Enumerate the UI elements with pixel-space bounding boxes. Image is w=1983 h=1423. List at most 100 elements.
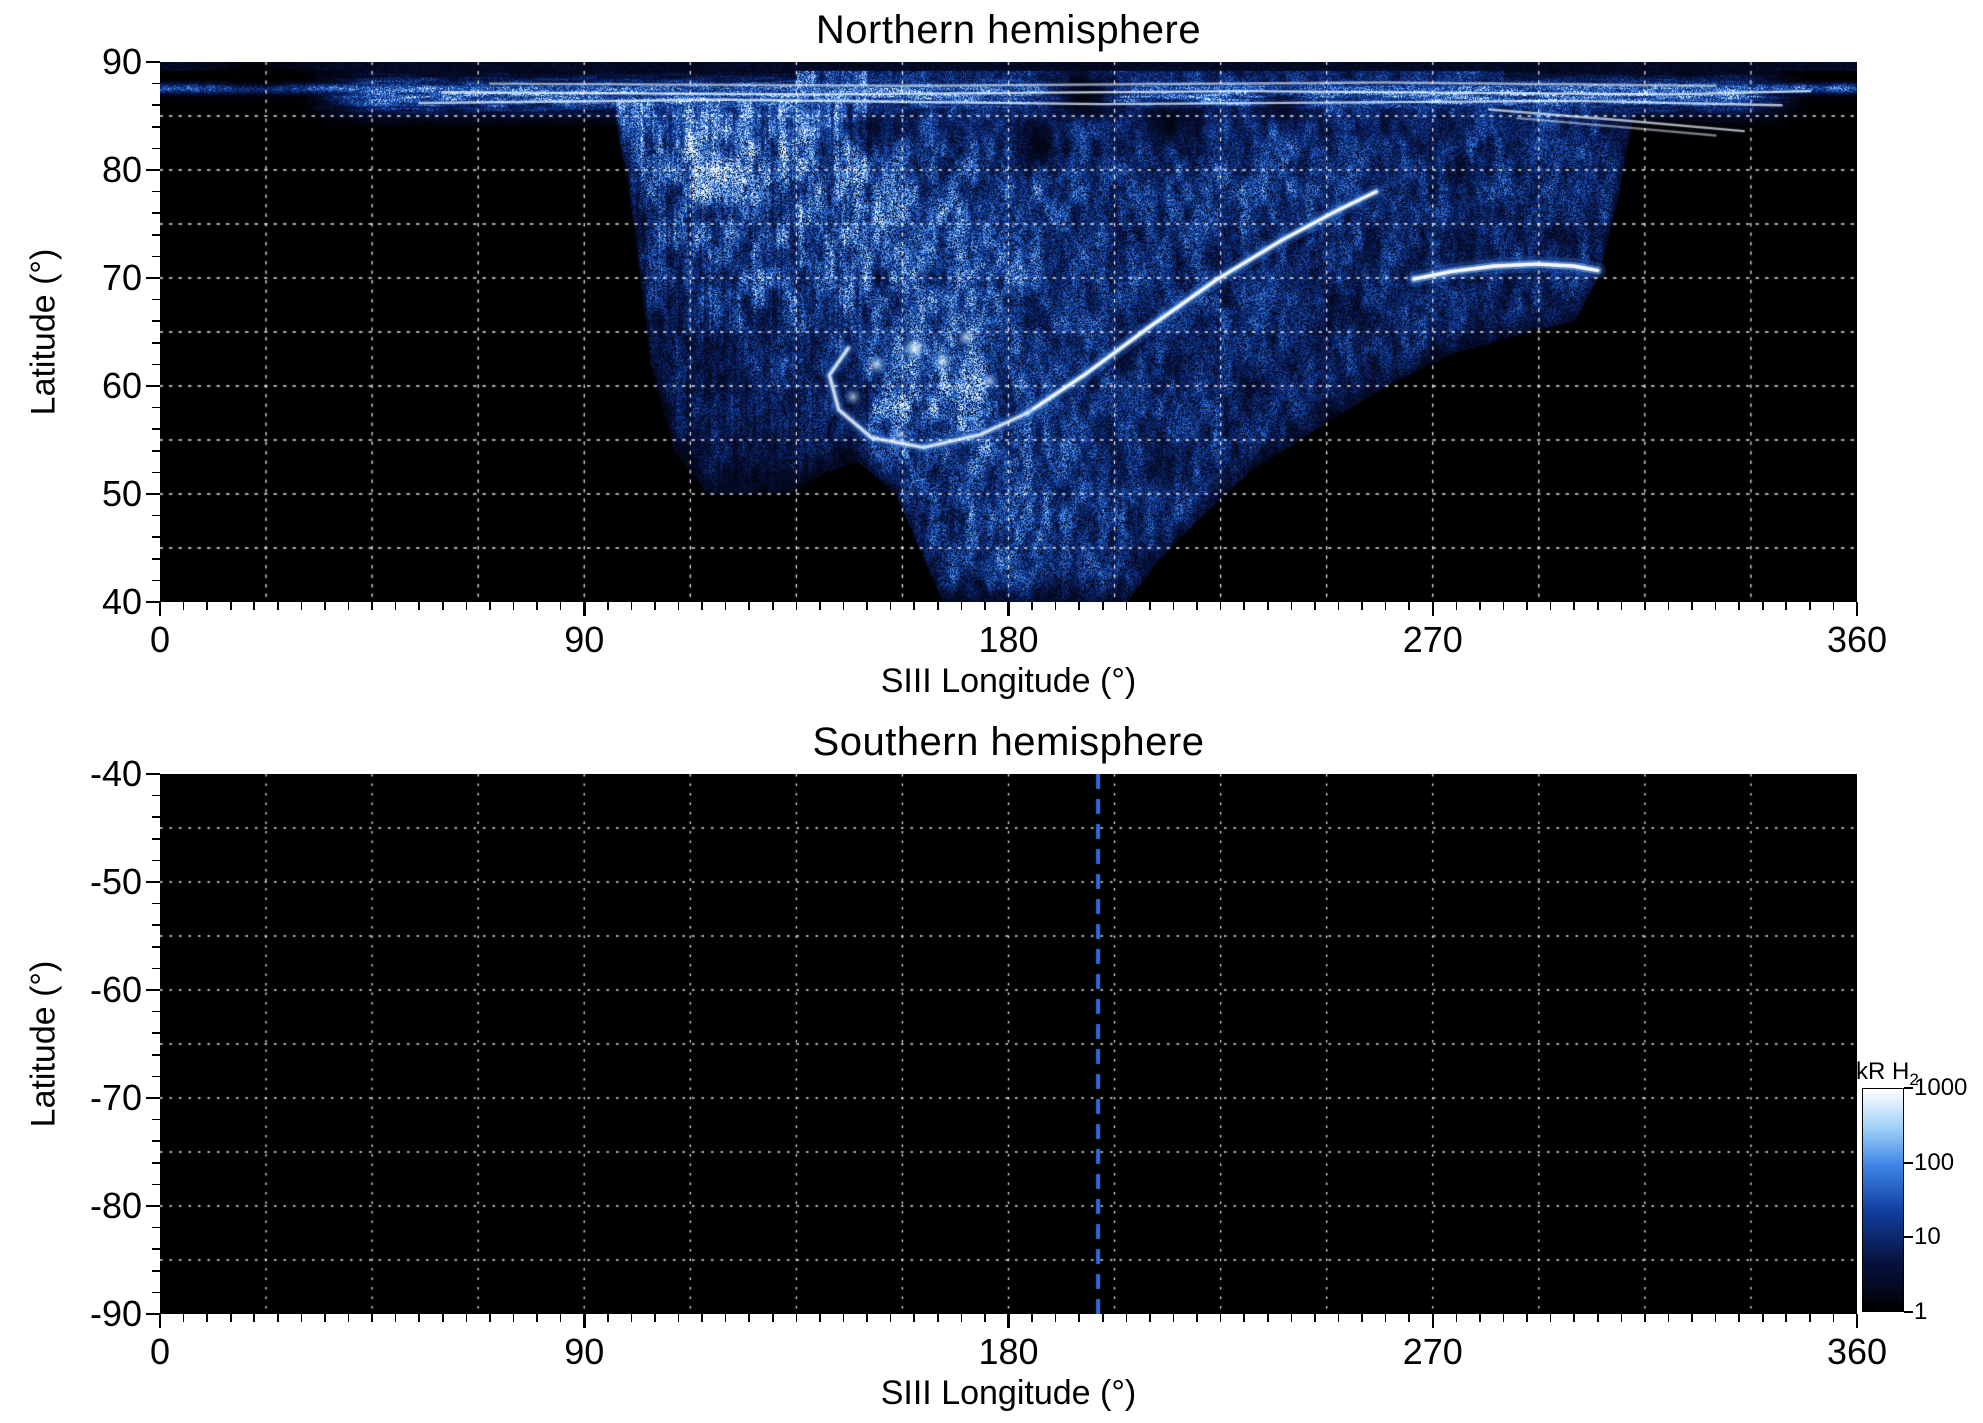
x-minor-tick (418, 1314, 421, 1322)
x-minor-tick (536, 1314, 538, 1322)
x-minor-tick (1832, 602, 1835, 610)
y-minor-tick (152, 514, 160, 517)
x-minor-tick (1172, 602, 1175, 610)
y-minor-tick (152, 1054, 160, 1056)
x-minor-tick (936, 1314, 939, 1322)
y-minor-tick (152, 1248, 160, 1250)
colorbar-tick-label: 1000 (1914, 1074, 1968, 1101)
y-minor-tick (152, 363, 160, 366)
y-major-tick (146, 492, 160, 496)
x-minor-tick (489, 1314, 491, 1322)
y-major-tick (146, 168, 160, 172)
y-minor-tick (152, 967, 160, 970)
x-minor-tick (1314, 1314, 1316, 1322)
south-panel-title: Southern hemisphere (812, 720, 1205, 764)
x-minor-tick (630, 1314, 633, 1322)
y-major-tick (146, 1312, 160, 1316)
x-minor-tick (960, 1314, 963, 1322)
y-minor-tick (152, 82, 160, 85)
x-minor-tick (371, 1314, 373, 1322)
x-minor-tick (1479, 1314, 1481, 1322)
x-minor-tick (724, 602, 727, 610)
x-tick-label: 0 (149, 619, 171, 660)
x-major-tick (158, 1314, 162, 1328)
y-tick-label: 80 (101, 149, 142, 190)
y-major-tick (146, 600, 160, 604)
x-minor-tick (1054, 602, 1057, 610)
north-y-axis-label: Latitude (°) (24, 248, 63, 416)
x-minor-tick (866, 602, 868, 610)
x-major-tick (1007, 602, 1010, 616)
x-minor-tick (229, 1314, 232, 1322)
x-minor-tick (1502, 1314, 1505, 1322)
x-minor-tick (1573, 1314, 1575, 1322)
x-tick-label: 180 (978, 619, 1039, 660)
y-minor-tick (152, 1291, 160, 1294)
x-minor-tick (984, 1314, 986, 1322)
x-minor-tick (936, 602, 939, 610)
x-tick-label: 180 (978, 1331, 1039, 1372)
y-minor-tick (152, 1270, 160, 1272)
x-minor-tick (1691, 602, 1693, 610)
y-minor-tick (152, 536, 160, 538)
y-minor-tick (152, 298, 160, 301)
x-minor-tick (559, 1314, 562, 1322)
north-plot-area (160, 62, 1857, 602)
x-minor-tick (1832, 1314, 1835, 1322)
y-tick-label: 90 (101, 41, 142, 82)
y-minor-tick (152, 1183, 160, 1186)
x-minor-tick (1526, 1314, 1528, 1322)
x-minor-tick (442, 1314, 444, 1322)
x-major-tick (583, 602, 586, 616)
x-minor-tick (960, 602, 963, 610)
x-minor-tick (206, 1314, 208, 1322)
x-tick-label: 360 (1826, 1331, 1888, 1372)
x-minor-tick (1196, 1314, 1198, 1322)
y-minor-tick (152, 1118, 160, 1121)
x-minor-tick (1596, 1314, 1599, 1322)
x-minor-tick (559, 602, 562, 610)
y-minor-tick (152, 1032, 160, 1034)
north-heatmap-canvas (160, 62, 1857, 602)
y-minor-tick (152, 859, 160, 862)
x-minor-tick (1337, 602, 1340, 610)
x-major-tick (583, 1314, 586, 1328)
y-minor-tick (152, 579, 160, 582)
y-minor-tick (152, 1010, 160, 1013)
y-minor-tick (152, 212, 160, 214)
x-minor-tick (1384, 1314, 1387, 1322)
x-minor-tick (795, 1314, 798, 1322)
x-minor-tick (536, 602, 538, 610)
x-minor-tick (677, 602, 680, 610)
x-minor-tick (1361, 1314, 1363, 1322)
x-minor-tick (1455, 602, 1458, 610)
y-tick-label: -40 (89, 753, 142, 794)
x-minor-tick (347, 602, 350, 610)
y-minor-tick (152, 320, 160, 322)
x-minor-tick (1809, 1314, 1811, 1322)
y-minor-tick (152, 1226, 160, 1229)
x-minor-tick (1549, 602, 1552, 610)
x-minor-tick (512, 1314, 515, 1322)
x-minor-tick (1314, 602, 1316, 610)
x-tick-label: 90 (564, 619, 605, 660)
y-minor-tick (152, 1140, 160, 1142)
x-minor-tick (465, 602, 468, 610)
y-minor-tick (152, 190, 160, 193)
y-minor-tick (152, 450, 160, 452)
south-plot-area (160, 774, 1857, 1314)
x-minor-tick (748, 602, 751, 610)
x-minor-tick (1361, 602, 1363, 610)
x-minor-tick (394, 602, 397, 610)
x-tick-label: 90 (564, 1331, 605, 1372)
x-minor-tick (1667, 1314, 1670, 1322)
y-minor-tick (152, 104, 160, 106)
north-panel-title: Northern hemisphere (815, 8, 1202, 52)
y-minor-tick (152, 794, 160, 797)
x-tick-label: 360 (1826, 619, 1888, 660)
x-minor-tick (1078, 602, 1080, 610)
y-minor-tick (152, 428, 160, 430)
x-minor-tick (889, 602, 892, 610)
x-minor-tick (701, 1314, 703, 1322)
x-minor-tick (465, 1314, 468, 1322)
